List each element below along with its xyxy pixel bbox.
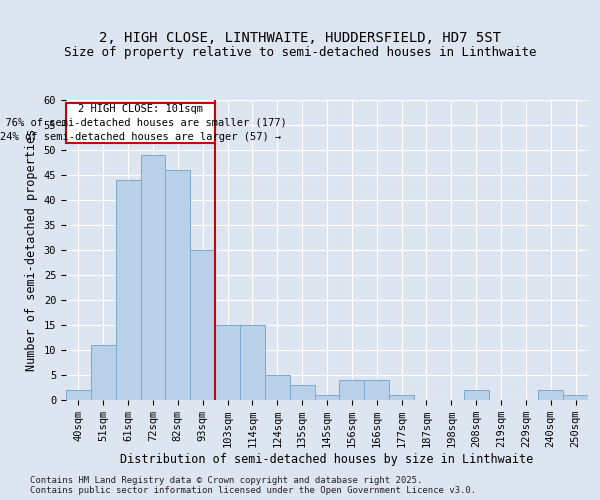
Text: 2 HIGH CLOSE: 101sqm
← 76% of semi-detached houses are smaller (177)
24% of semi: 2 HIGH CLOSE: 101sqm ← 76% of semi-detac…	[0, 104, 287, 142]
Bar	[464, 390, 488, 400]
Bar	[364, 380, 389, 400]
Bar	[66, 390, 91, 400]
Bar	[166, 170, 190, 400]
Text: Size of property relative to semi-detached houses in Linthwaite: Size of property relative to semi-detach…	[64, 46, 536, 59]
Bar	[340, 380, 364, 400]
FancyBboxPatch shape	[66, 102, 215, 142]
Text: Contains HM Land Registry data © Crown copyright and database right 2025.
Contai: Contains HM Land Registry data © Crown c…	[30, 476, 476, 495]
Bar	[290, 385, 314, 400]
Bar	[265, 375, 290, 400]
X-axis label: Distribution of semi-detached houses by size in Linthwaite: Distribution of semi-detached houses by …	[121, 453, 533, 466]
Bar	[140, 155, 166, 400]
Bar	[563, 395, 588, 400]
Bar	[215, 325, 240, 400]
Bar	[314, 395, 340, 400]
Text: 2, HIGH CLOSE, LINTHWAITE, HUDDERSFIELD, HD7 5ST: 2, HIGH CLOSE, LINTHWAITE, HUDDERSFIELD,…	[99, 30, 501, 44]
Bar	[116, 180, 140, 400]
Bar	[190, 250, 215, 400]
Bar	[240, 325, 265, 400]
Y-axis label: Number of semi-detached properties: Number of semi-detached properties	[25, 129, 38, 371]
Bar	[389, 395, 414, 400]
Bar	[538, 390, 563, 400]
Bar	[91, 345, 116, 400]
